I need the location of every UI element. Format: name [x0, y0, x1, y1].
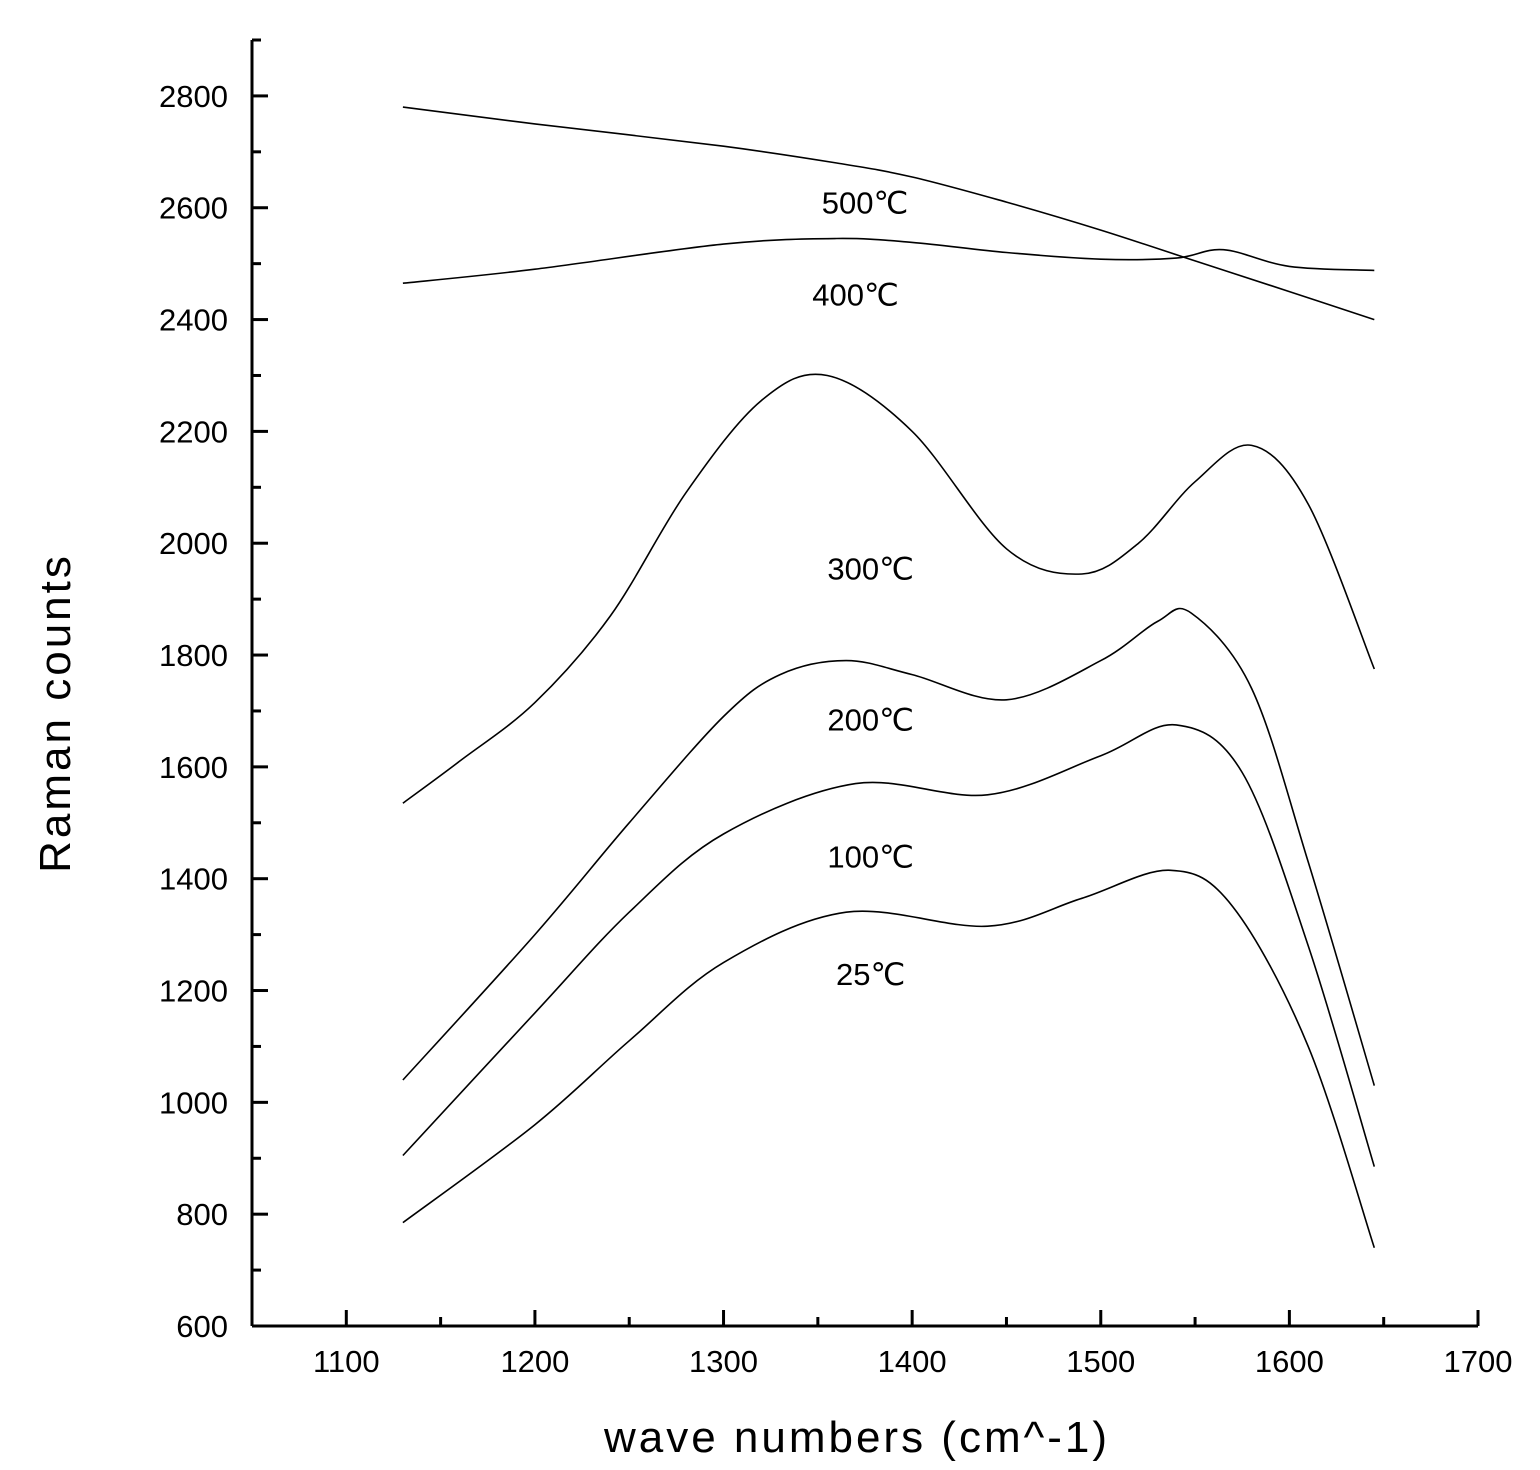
y-tick-label: 1800 — [159, 638, 228, 673]
axes — [250, 40, 1478, 1328]
x-axis-title: wave numbers (cm^-1) — [603, 1413, 1110, 1462]
x-tick-label: 1700 — [1444, 1344, 1513, 1379]
y-ticks: 600 800 1000 1200 1400 1600 1800 2000 2200 2400 26… — [159, 38, 268, 1344]
series-line-0 — [402, 106, 1375, 321]
series-label-2: 300℃ — [827, 552, 914, 587]
x-tick-label: 1100 — [313, 1344, 380, 1379]
y-tick-label: 2800 — [159, 79, 228, 114]
x-tick-label: 1500 — [1066, 1344, 1135, 1379]
y-tick-label: 2000 — [159, 526, 228, 561]
series-line-1 — [402, 237, 1375, 284]
y-tick-label: 1000 — [159, 1085, 228, 1120]
series-line-4 — [402, 723, 1376, 1167]
series-label-3: 200℃ — [827, 703, 914, 738]
x-tick-label: 1400 — [878, 1344, 947, 1379]
x-ticks: 1100 1200 1300 1400 1500 1600 1700 — [250, 1310, 1513, 1379]
series-group — [402, 106, 1376, 1248]
y-tick-label: 600 — [176, 1309, 228, 1344]
y-tick-label: 800 — [176, 1197, 228, 1232]
y-tick-label: 2200 — [159, 414, 228, 449]
y-tick-label: 1200 — [159, 974, 228, 1009]
series-label-4: 100℃ — [827, 840, 914, 875]
y-tick-label: 1400 — [159, 862, 228, 897]
y-tick-label: 1600 — [159, 750, 228, 785]
series-line-5 — [402, 869, 1376, 1248]
series-label-1: 400℃ — [812, 278, 899, 313]
x-tick-label: 1200 — [500, 1344, 569, 1379]
x-tick-label: 1300 — [689, 1344, 758, 1379]
y-tick-label: 2400 — [159, 303, 228, 338]
series-line-2 — [402, 373, 1376, 804]
y-axis-title: Raman counts — [31, 553, 80, 873]
x-tick-label: 1600 — [1255, 1344, 1324, 1379]
y-tick-label: 2600 — [159, 191, 228, 226]
series-line-3 — [402, 607, 1376, 1086]
series-label-0: 500℃ — [822, 185, 909, 220]
annotation-group: 500℃ 400℃ 300℃ 200℃ 100℃ 25℃ — [812, 185, 914, 992]
series-label-5: 25℃ — [836, 957, 905, 992]
